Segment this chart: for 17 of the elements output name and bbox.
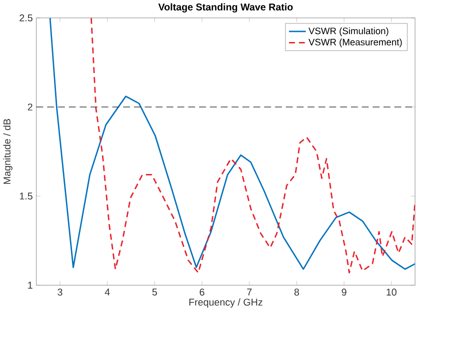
x-tick-label: 10: [386, 288, 396, 296]
legend-label: VSWR (Simulation): [308, 27, 388, 36]
y-tick-label: 2: [28, 104, 32, 110]
y-tick-label: 1: [28, 282, 32, 289]
x-tick-label: 6: [200, 288, 204, 296]
x-tick-label: 3: [58, 288, 62, 296]
x-tick-label: 7: [247, 288, 252, 296]
x-axis-title: Frequency / GHz: [189, 298, 262, 308]
y-tick-label: 2.5: [20, 14, 32, 22]
x-tick-label: 5: [152, 288, 157, 296]
x-tick-label: 9: [342, 288, 346, 296]
y-tick-label: 1.5: [20, 192, 32, 200]
chart-title: Voltage Standing Wave Ratio: [158, 3, 293, 12]
x-tick-label: 8: [294, 288, 300, 296]
x-tick-label: 4: [104, 288, 110, 296]
legend-label: VSWR (Measurement): [308, 38, 402, 48]
y-axis-title: Magnitude / dB: [3, 119, 12, 184]
